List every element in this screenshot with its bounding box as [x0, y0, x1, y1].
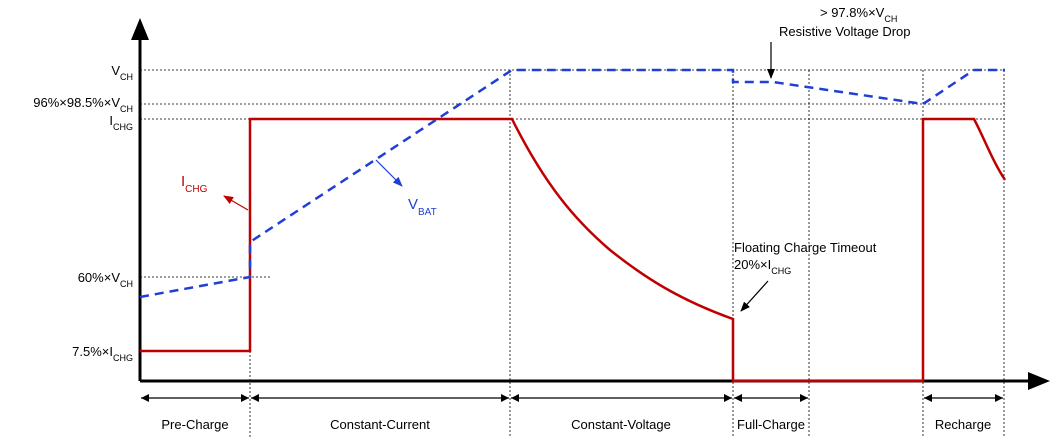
phase-label-pre-charge: Pre-Charge: [161, 417, 228, 432]
annotation-top: > 97.8%×VCH: [820, 5, 897, 24]
label-v60: 60%×VCH: [78, 270, 133, 289]
vbat-label-arrow: [375, 159, 403, 187]
ichg-curve-label: ICHG: [181, 173, 208, 195]
annotation-pct: 20%×ICHG: [734, 257, 791, 276]
y-axis-arrowhead: [131, 18, 149, 40]
timeout-arrow: [740, 280, 769, 312]
phase-label-recharge: Recharge: [935, 417, 991, 432]
label-vch: VCH: [111, 63, 133, 82]
phase-label-constant-voltage: Constant-Voltage: [571, 417, 671, 432]
annotation-timeout: Floating Charge Timeout: [734, 240, 877, 255]
label-v96: 96%×98.5%×VCH: [33, 95, 133, 114]
phase-label-full-charge: Full-Charge: [737, 417, 805, 432]
label-ichg: ICHG: [109, 113, 133, 132]
charge-current-curve: [140, 117, 1007, 383]
x-axis-arrowhead: [1028, 372, 1050, 390]
battery-voltage-curve: [139, 68, 1005, 299]
annotation-resistive-drop: Resistive Voltage Drop: [779, 24, 911, 39]
label-i75: 7.5%×ICHG: [72, 344, 133, 363]
ichg-label-arrow: [223, 195, 249, 211]
phase-label-constant-current: Constant-Current: [330, 417, 430, 432]
vbat-curve-label: VBAT: [408, 196, 437, 218]
